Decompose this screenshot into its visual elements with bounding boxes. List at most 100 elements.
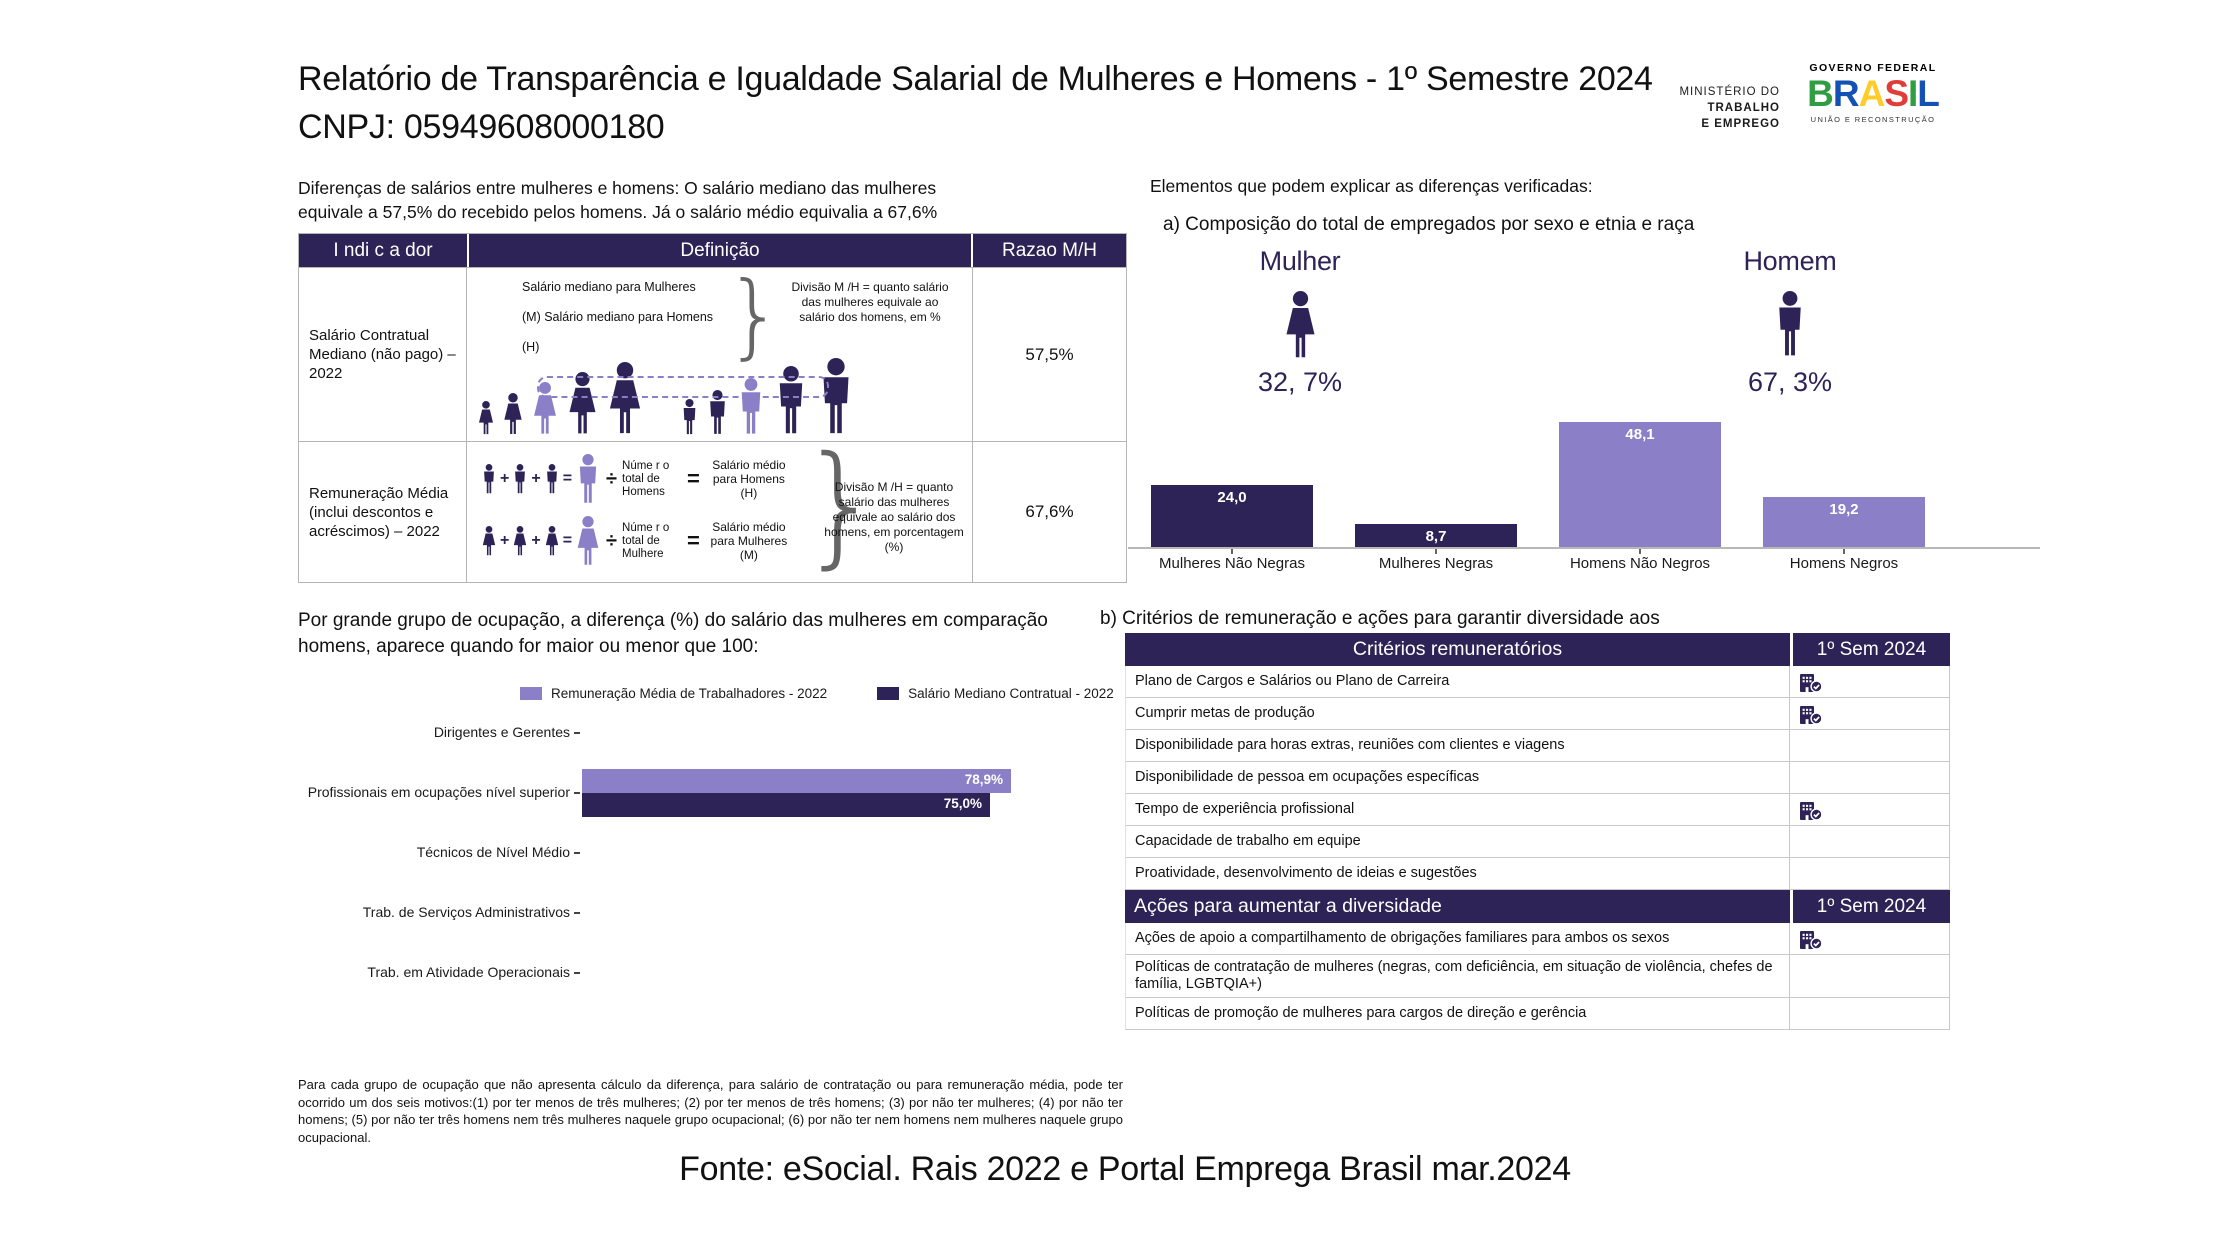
criteria-period-label: 1º Sem 2024 [1793, 633, 1950, 666]
y-tick [574, 792, 580, 794]
male-composition-card: Homem 67, 3% [1720, 246, 1860, 398]
definition-cell: + + = ÷ Núme r o total de Homens = Salário… [467, 428, 973, 582]
occupation-bar-chart: Dirigentes e Gerentes Profissionais em oc… [298, 700, 1128, 1000]
criteria-label: Proatividade, desenvolvimento de ideias … [1135, 865, 1477, 881]
equals-sign: = [687, 528, 700, 553]
criteria-label: Tempo de experiência profissional [1135, 801, 1355, 817]
man-icon [1779, 291, 1801, 356]
table-row-salario-mediano: Salário Contratual Mediano (não pago) – … [299, 262, 1126, 441]
man-icon [823, 358, 849, 434]
brace-icon: } [799, 428, 883, 582]
criteria-header-ac-o-es-para-aumentar-a-diversidade: Ações para aumentar a diversidade 1º Sem … [1125, 890, 1950, 923]
criteria-status-cell [1789, 923, 1949, 954]
women-group [477, 362, 644, 435]
brasil-letter: B [1807, 73, 1834, 114]
indicator-table: I ndi c a dor Definição Razao M/H Salári… [298, 233, 1127, 583]
criteria-header-label: Ações para aumentar a diversidade [1125, 890, 1790, 923]
bar-profissionais-em-ocupac-o-es-ni-vel-superior-remunerac-a-o-me-dia-de-trabalhadores-2022: 78,9% [582, 769, 1011, 793]
legend-swatch [520, 687, 542, 700]
criteria-status-cell [1789, 955, 1949, 997]
criteria-row-plano-de-cargos-e-sala-rios-ou-plano-de-: Plano de Cargos e Salários ou Plano de C… [1125, 666, 1950, 698]
criteria-row-capacidade-de-trabalho-em-equipe: Capacidade de trabalho em equipe [1125, 826, 1950, 858]
brace-icon: } [725, 262, 784, 369]
criteria-status-cell [1789, 858, 1949, 889]
table-row-remuneracao-media: Remuneração Média (inclui descontos e ac… [299, 428, 1126, 582]
criteria-label: Plano de Cargos e Salários ou Plano de C… [1135, 673, 1450, 689]
criteria-label: Disponibilidade para horas extras, reuni… [1135, 737, 1565, 753]
legend-label: Remuneração Média de Trabalhadores - 202… [551, 686, 828, 701]
brasil-letter: L [1917, 73, 1940, 114]
woman-icon [545, 526, 558, 556]
divide-sign: ÷ [606, 467, 618, 490]
woman-icon [514, 526, 527, 556]
male-percentage: 67, 3% [1747, 367, 1833, 397]
woman-icon [482, 526, 496, 556]
man-icon [741, 378, 761, 434]
section-a-title: a) Composição do total de empregados por… [1163, 214, 1695, 235]
section-b-title: b) Critérios de remuneração e ações para… [1100, 608, 1660, 629]
woman-icon [609, 362, 641, 434]
equals-sign: = [687, 466, 700, 491]
men-group [680, 358, 856, 435]
x-tick-label: Homens Negros [1789, 555, 1899, 572]
plus-sign: + [500, 470, 510, 487]
brasil-letter: A [1858, 73, 1886, 114]
x-axis-line [1128, 547, 2040, 549]
indicator-table-header: I ndi c a dor Definição Razao M/H [299, 234, 1126, 267]
criteria-row-disponibilidade-de-pessoa-em-ocupac-o-es: Disponibilidade de pessoa em ocupações e… [1125, 762, 1950, 794]
legend-label: Salário Mediano Contratual - 2022 [908, 686, 1114, 701]
woman-icon [1230, 291, 1370, 361]
women-result-label: Salário médio para Mulheres (M) [710, 520, 788, 562]
criteria-status-cell [1789, 666, 1949, 697]
y-tick-label: Técnicos de Nível Médio [416, 844, 570, 860]
bar-value-label: 75,0% [943, 796, 982, 811]
chart-legend: Remuneração Média de Trabalhadores - 202… [520, 686, 1114, 701]
x-tick [1231, 549, 1233, 554]
occupation-section-title: Por grande grupo de ocupação, a diferenç… [298, 610, 1048, 657]
men-result-label: Salário médio para Homens (H) [712, 458, 786, 500]
col-definicao: Definição [469, 234, 971, 267]
uniao-reconstrucao-label: UNIÃO E RECONSTRUÇÃO [1810, 115, 1936, 124]
definition-text: Salário mediano para Mulheres (M) Salári… [522, 280, 714, 354]
man-icon [579, 454, 597, 503]
legend-item-sala-rio-mediano-contratual-2022: Salário Mediano Contratual - 2022 [877, 686, 1114, 701]
bar-homens-na-o-negros: 48,1 [1559, 422, 1721, 547]
criteria-period-label: 1º Sem 2024 [1793, 890, 1950, 923]
legend-swatch [877, 687, 900, 700]
y-tick-label: Dirigentes e Gerentes [433, 724, 570, 740]
governo-federal-label: GOVERNO FEDERAL [1809, 62, 1937, 74]
median-highlight-box [537, 376, 829, 398]
ministry-logo: MINISTÉRIO DO TRABALHO E EMPREGO [1630, 84, 1780, 132]
building-check-icon [1800, 673, 1823, 693]
plus-sign: + [531, 470, 541, 487]
page-title: Relatório de Transparência e Igualdade S… [298, 60, 1653, 98]
equals-sign: = [562, 532, 573, 549]
cnpj-line: CNPJ: 05949608000180 [298, 108, 665, 146]
governo-federal-logo: GOVERNO FEDERAL BRASIL UNIÃO E RECONSTRU… [1798, 62, 1948, 124]
criteria-row-ac-o-es-de-apoio-a-compartilhamento-de-o: Ações de apoio a compartilhamento de obr… [1125, 923, 1950, 955]
men-divisor-label: Núme r o total de Homens [622, 459, 670, 498]
building-check-icon [1800, 930, 1823, 950]
woman-icon [1285, 291, 1315, 358]
footnote-text: Para cada grupo de ocupação que não apre… [298, 1077, 1123, 1145]
equals-sign: = [562, 470, 573, 487]
women-divisor-label: Núme r o total de Mulhere [622, 521, 670, 560]
man-icon [546, 464, 557, 494]
bar-mulheres-na-o-negras: 24,0 [1151, 485, 1313, 547]
definition-note: Divisão M /H = quanto salário das mulher… [824, 480, 964, 554]
criteria-row-poli-ticas-de-contratac-a-o-de-mulheres-: Políticas de contratação de mulheres (ne… [1125, 955, 1950, 998]
criteria-header-label: Critérios remuneratórios [1125, 633, 1790, 666]
bar-homens-negros: 19,2 [1763, 497, 1925, 547]
x-tick [1435, 549, 1437, 554]
bar-value-label: 24,0 [1217, 489, 1247, 506]
criteria-status-cell [1789, 826, 1949, 857]
indicator-label: Remuneração Média (inclui descontos e ac… [299, 442, 467, 582]
criteria-label: Disponibilidade de pessoa em ocupações e… [1135, 769, 1480, 785]
brasil-letter: I [1908, 73, 1918, 114]
definition-cell: Salário mediano para Mulheres (M) Salári… [467, 262, 973, 441]
woman-icon [478, 401, 494, 435]
women-average-equation: + + = ÷ Núme r o total de Mulhere = Salári… [481, 516, 795, 566]
x-tick-label: Mulheres Não Negras [1159, 555, 1305, 572]
brasil-letter: S [1884, 73, 1909, 114]
